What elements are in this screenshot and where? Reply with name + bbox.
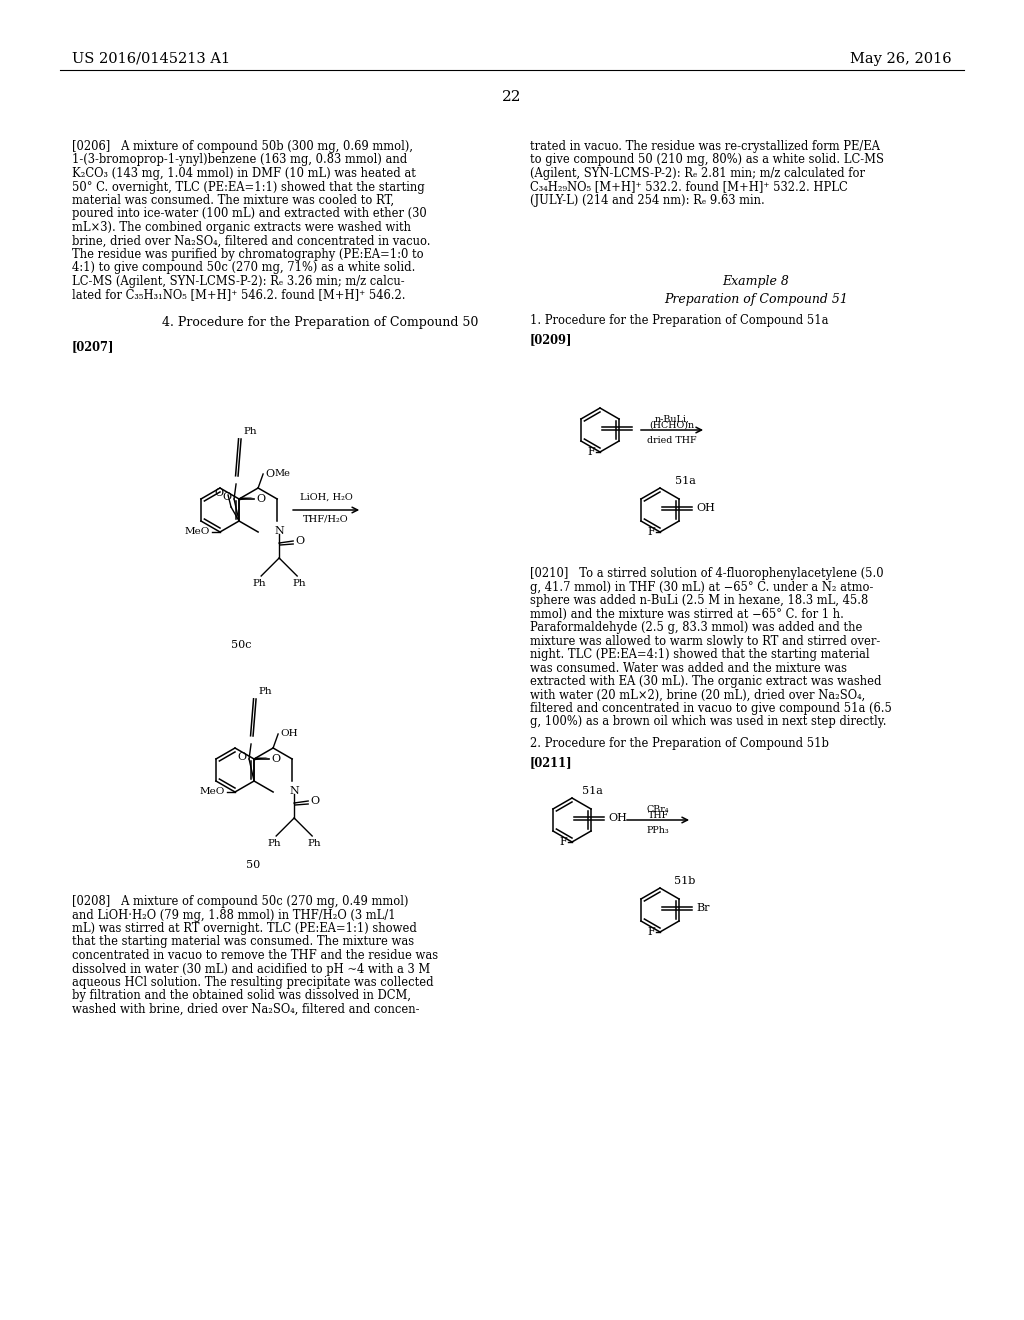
Text: 50: 50 [246, 861, 260, 870]
Text: night. TLC (PE:EA=4:1) showed that the starting material: night. TLC (PE:EA=4:1) showed that the s… [530, 648, 869, 661]
Text: and LiOH·H₂O (79 mg, 1.88 mmol) in THF/H₂O (3 mL/1: and LiOH·H₂O (79 mg, 1.88 mmol) in THF/H… [72, 908, 395, 921]
Text: 50c: 50c [231, 640, 252, 649]
Text: O: O [214, 488, 223, 498]
Text: 51b: 51b [675, 876, 695, 886]
Text: O: O [310, 796, 319, 807]
Text: O: O [295, 536, 304, 546]
Text: 1. Procedure for the Preparation of Compound 51a: 1. Procedure for the Preparation of Comp… [530, 314, 828, 327]
Text: 50° C. overnight, TLC (PE:EA=1:1) showed that the starting: 50° C. overnight, TLC (PE:EA=1:1) showed… [72, 181, 425, 194]
Text: C₃₄H₂₉NO₅ [M+H]⁺ 532.2. found [M+H]⁺ 532.2. HPLC: C₃₄H₂₉NO₅ [M+H]⁺ 532.2. found [M+H]⁺ 532… [530, 181, 848, 194]
Text: Ph: Ph [258, 686, 271, 696]
Text: concentrated in vacuo to remove the THF and the residue was: concentrated in vacuo to remove the THF … [72, 949, 438, 962]
Text: [0208]   A mixture of compound 50c (270 mg, 0.49 mmol): [0208] A mixture of compound 50c (270 mg… [72, 895, 409, 908]
Text: MeO: MeO [184, 528, 210, 536]
Text: N: N [274, 525, 284, 536]
Text: Paraformaldehyde (2.5 g, 83.3 mmol) was added and the: Paraformaldehyde (2.5 g, 83.3 mmol) was … [530, 620, 862, 634]
Text: trated in vacuo. The residue was re-crystallized form PE/EA: trated in vacuo. The residue was re-crys… [530, 140, 880, 153]
Text: with water (20 mL×2), brine (20 mL), dried over Na₂SO₄,: with water (20 mL×2), brine (20 mL), dri… [530, 689, 865, 701]
Text: g, 100%) as a brown oil which was used in next step directly.: g, 100%) as a brown oil which was used i… [530, 715, 887, 729]
Text: PPh₃: PPh₃ [646, 826, 670, 836]
Text: filtered and concentrated in vacuo to give compound 51a (6.5: filtered and concentrated in vacuo to gi… [530, 702, 892, 715]
Text: 1-(3-bromoprop-1-ynyl)benzene (163 mg, 0.83 mmol) and: 1-(3-bromoprop-1-ynyl)benzene (163 mg, 0… [72, 153, 408, 166]
Text: (HCHO)n: (HCHO)n [649, 421, 694, 430]
Text: extracted with EA (30 mL). The organic extract was washed: extracted with EA (30 mL). The organic e… [530, 675, 882, 688]
Text: O: O [271, 754, 281, 764]
Text: poured into ice-water (100 mL) and extracted with ether (30: poured into ice-water (100 mL) and extra… [72, 207, 427, 220]
Text: mL) was stirred at RT overnight. TLC (PE:EA=1:1) showed: mL) was stirred at RT overnight. TLC (PE… [72, 921, 417, 935]
Text: washed with brine, dried over Na₂SO₄, filtered and concen-: washed with brine, dried over Na₂SO₄, fi… [72, 1003, 420, 1016]
Text: mixture was allowed to warm slowly to RT and stirred over-: mixture was allowed to warm slowly to RT… [530, 635, 881, 648]
Text: g, 41.7 mmol) in THF (30 mL) at −65° C. under a N₂ atmo-: g, 41.7 mmol) in THF (30 mL) at −65° C. … [530, 581, 873, 594]
Text: OH: OH [696, 503, 715, 513]
Text: O: O [222, 492, 231, 502]
Text: 51a: 51a [675, 477, 695, 486]
Text: mmol) and the mixture was stirred at −65° C. for 1 h.: mmol) and the mixture was stirred at −65… [530, 607, 844, 620]
Text: O: O [265, 469, 274, 479]
Text: that the starting material was consumed. The mixture was: that the starting material was consumed.… [72, 936, 414, 949]
Text: by filtration and the obtained solid was dissolved in DCM,: by filtration and the obtained solid was… [72, 990, 411, 1002]
Text: 4:1) to give compound 50c (270 mg, 71%) as a white solid.: 4:1) to give compound 50c (270 mg, 71%) … [72, 261, 416, 275]
Text: The residue was purified by chromatography (PE:EA=1:0 to: The residue was purified by chromatograp… [72, 248, 424, 261]
Text: THF/H₂O: THF/H₂O [303, 515, 349, 524]
Text: to give compound 50 (210 mg, 80%) as a white solid. LC-MS: to give compound 50 (210 mg, 80%) as a w… [530, 153, 884, 166]
Text: F: F [559, 837, 567, 847]
Text: sphere was added n-BuLi (2.5 M in hexane, 18.3 mL, 45.8: sphere was added n-BuLi (2.5 M in hexane… [530, 594, 868, 607]
Text: Example 8: Example 8 [723, 275, 790, 288]
Text: Br: Br [696, 903, 710, 913]
Text: F: F [647, 527, 655, 537]
Text: 2. Procedure for the Preparation of Compound 51b: 2. Procedure for the Preparation of Comp… [530, 737, 828, 750]
Polygon shape [254, 758, 268, 760]
Text: F: F [587, 447, 595, 457]
Text: Ph: Ph [252, 579, 266, 587]
Text: [0211]: [0211] [530, 756, 572, 770]
Text: 4. Procedure for the Preparation of Compound 50: 4. Procedure for the Preparation of Comp… [162, 315, 478, 329]
Text: material was consumed. The mixture was cooled to RT,: material was consumed. The mixture was c… [72, 194, 394, 207]
Text: lated for C₃₅H₃₁NO₅ [M+H]⁺ 546.2. found [M+H]⁺ 546.2.: lated for C₃₅H₃₁NO₅ [M+H]⁺ 546.2. found … [72, 289, 406, 301]
Text: n-BuLi,: n-BuLi, [654, 414, 689, 424]
Text: [0210]   To a stirred solution of 4-fluorophenylacetylene (5.0: [0210] To a stirred solution of 4-fluoro… [530, 568, 884, 579]
Text: OH: OH [281, 730, 298, 738]
Text: brine, dried over Na₂SO₄, filtered and concentrated in vacuo.: brine, dried over Na₂SO₄, filtered and c… [72, 235, 430, 248]
Text: (Agilent, SYN-LCMS-P-2): Rₑ 2.81 min; m/z calculated for: (Agilent, SYN-LCMS-P-2): Rₑ 2.81 min; m/… [530, 168, 865, 180]
Text: K₂CO₃ (143 mg, 1.04 mmol) in DMF (10 mL) was heated at: K₂CO₃ (143 mg, 1.04 mmol) in DMF (10 mL)… [72, 168, 416, 180]
Text: LC-MS (Agilent, SYN-LCMS-P-2): Rₑ 3.26 min; m/z calcu-: LC-MS (Agilent, SYN-LCMS-P-2): Rₑ 3.26 m… [72, 275, 404, 288]
Text: O: O [237, 752, 246, 762]
Text: [0207]: [0207] [72, 341, 115, 352]
Text: mL×3). The combined organic extracts were washed with: mL×3). The combined organic extracts wer… [72, 220, 411, 234]
Text: Ph: Ph [243, 426, 257, 436]
Text: dried THF: dried THF [647, 436, 696, 445]
Text: OH: OH [608, 813, 627, 822]
Text: May 26, 2016: May 26, 2016 [850, 51, 952, 66]
Text: F: F [647, 927, 655, 937]
Text: MeO: MeO [200, 788, 225, 796]
Text: [0206]   A mixture of compound 50b (300 mg, 0.69 mmol),: [0206] A mixture of compound 50b (300 mg… [72, 140, 413, 153]
Text: [0209]: [0209] [530, 333, 572, 346]
Text: Ph: Ph [292, 579, 306, 587]
Text: was consumed. Water was added and the mixture was: was consumed. Water was added and the mi… [530, 661, 847, 675]
Text: Me: Me [274, 470, 290, 479]
Polygon shape [239, 498, 253, 500]
Text: CBr₄: CBr₄ [647, 805, 670, 814]
Text: 22: 22 [502, 90, 522, 104]
Text: dissolved in water (30 mL) and acidified to pH ~4 with a 3 M: dissolved in water (30 mL) and acidified… [72, 962, 430, 975]
Text: Ph: Ph [307, 840, 321, 847]
Text: Ph: Ph [267, 840, 281, 847]
Text: N: N [290, 785, 299, 796]
Text: LiOH, H₂O: LiOH, H₂O [300, 492, 352, 502]
Text: O: O [256, 494, 265, 504]
Text: 51a: 51a [582, 785, 602, 796]
Text: THF: THF [647, 810, 669, 820]
Text: Preparation of Compound 51: Preparation of Compound 51 [664, 293, 848, 306]
Text: US 2016/0145213 A1: US 2016/0145213 A1 [72, 51, 230, 66]
Text: aqueous HCl solution. The resulting precipitate was collected: aqueous HCl solution. The resulting prec… [72, 975, 433, 989]
Text: (JULY-L) (214 and 254 nm): Rₑ 9.63 min.: (JULY-L) (214 and 254 nm): Rₑ 9.63 min. [530, 194, 765, 207]
